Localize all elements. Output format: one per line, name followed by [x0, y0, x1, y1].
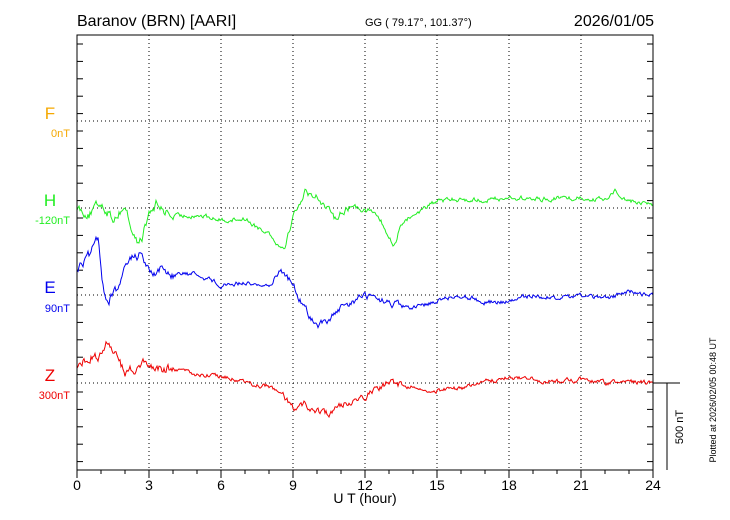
axis-ticks	[76, 43, 654, 478]
component-labels: F 0nT H -120nT E 90nT Z 300nT	[35, 104, 70, 402]
component-name-e: E	[44, 278, 55, 297]
x-axis-label: U T (hour)	[333, 490, 396, 506]
component-name-h: H	[44, 191, 56, 210]
plotted-timestamp: Plotted at 2026/02/05 00:48 UT	[708, 337, 718, 463]
x-tick-label: 18	[501, 477, 517, 493]
component-name-z: Z	[45, 366, 55, 385]
traces	[76, 188, 654, 419]
x-tick-label: 12	[357, 477, 373, 493]
x-tick-labels: 0 3 6 9 12 15 18 21 24	[73, 477, 661, 493]
gridlines	[77, 35, 653, 470]
coords-label: GG ( 79.17°, 101.37°)	[365, 17, 472, 29]
x-tick-label: 15	[429, 477, 445, 493]
x-tick-label: 6	[217, 477, 225, 493]
x-tick-label: 0	[73, 477, 81, 493]
baseline-label-h: -120nT	[35, 215, 70, 227]
trace-z	[76, 340, 654, 419]
trace-e	[76, 235, 654, 330]
baseline-label-z: 300nT	[39, 390, 70, 402]
trace-h	[76, 188, 654, 250]
scale-bar: 500 nT	[653, 382, 686, 470]
x-tick-label: 3	[145, 477, 153, 493]
baseline-label-e: 90nT	[45, 303, 70, 315]
baseline-label-f: 0nT	[51, 128, 70, 140]
date-label: 2026/01/05	[574, 13, 654, 30]
station-title: Baranov (BRN) [AARI]	[77, 13, 236, 30]
x-tick-label: 9	[289, 477, 297, 493]
x-tick-label: 21	[573, 477, 589, 493]
x-tick-label: 24	[645, 477, 661, 493]
scale-bar-label: 500 nT	[674, 410, 686, 445]
component-name-f: F	[45, 104, 55, 123]
plot-frame	[76, 34, 654, 471]
